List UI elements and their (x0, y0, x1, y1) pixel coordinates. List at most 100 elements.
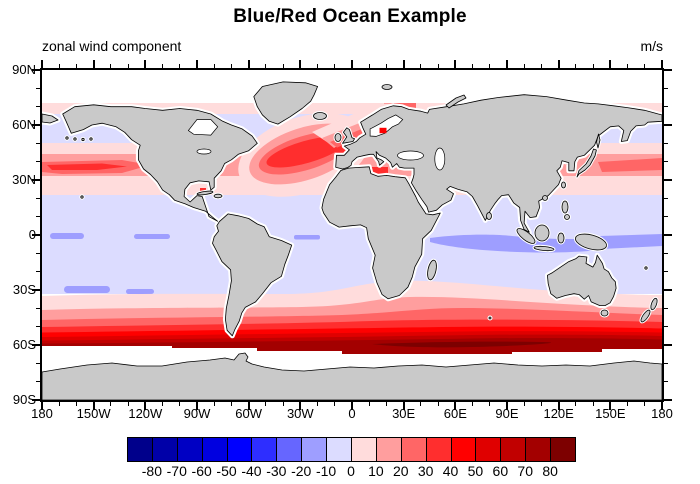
lat-tick-right (664, 161, 668, 163)
colorbar-tick-label: 50 (467, 463, 484, 479)
colorbar-box (525, 437, 552, 462)
lon-tick-label: 60W (235, 406, 263, 421)
lon-tick-label: 60E (443, 406, 467, 421)
baltic-red-cell (379, 127, 387, 134)
colorbar-box (276, 437, 303, 462)
lon-tick-bottom (351, 402, 353, 410)
lat-tick-right (664, 344, 672, 346)
lat-tick-left (36, 381, 40, 383)
colorbar-box (176, 437, 203, 462)
colorbar-tick-label: 0 (347, 463, 355, 479)
lat-tick-right (664, 69, 672, 71)
lon-tick-top (162, 64, 164, 68)
colorbar-box (475, 437, 502, 462)
lon-tick-top (299, 60, 302, 68)
lon-tick-top (523, 64, 525, 68)
lon-tick-label: 180 (31, 406, 53, 421)
colorbar-box (500, 437, 527, 462)
lon-tick-top (609, 60, 612, 68)
colorbar-box (425, 437, 452, 462)
lon-tick-top (385, 64, 387, 68)
lat-tick-left (36, 362, 40, 364)
lon-tick-bottom (144, 402, 147, 410)
lon-tick-top (196, 60, 198, 68)
lon-tick-bottom (454, 402, 457, 410)
lon-tick-top (110, 64, 112, 68)
world-map-svg (42, 70, 662, 400)
lon-tick-top (506, 60, 508, 68)
lon-tick-top (265, 64, 267, 68)
colorbar-box (127, 437, 153, 462)
great-lakes (196, 148, 212, 155)
lat-tick-right (664, 289, 672, 291)
colorbar-box (550, 437, 577, 462)
lat-tick-right (664, 234, 672, 236)
lat-tick-right (664, 87, 668, 89)
lat-tick-left (36, 197, 40, 199)
lon-tick-top (41, 60, 43, 68)
colorbar-tick-label: 40 (442, 463, 459, 479)
lon-tick-bottom (368, 402, 370, 406)
lon-tick-bottom (299, 402, 302, 410)
lon-tick-bottom (58, 402, 60, 406)
colorbar-tick-label: 30 (417, 463, 434, 479)
colorbar-tick-label: -70 (166, 463, 187, 479)
lon-tick-top (472, 64, 474, 68)
lon-tick-top (334, 64, 336, 68)
lon-tick-bottom (41, 402, 43, 410)
lon-tick-top (58, 64, 60, 68)
lon-tick-bottom (282, 402, 284, 406)
lat-tick-left (32, 179, 40, 181)
lon-tick-label: 150W (76, 406, 111, 421)
lon-tick-bottom (265, 402, 267, 406)
lat-tick-label: 30S (12, 282, 36, 297)
lat-tick-left (36, 326, 40, 328)
lat-tick-right (664, 106, 668, 108)
lon-tick-bottom (213, 402, 215, 406)
lon-tick-top (144, 60, 147, 68)
lon-tick-bottom (592, 402, 594, 406)
subtitle-left: zonal wind component (42, 38, 182, 54)
lat-tick-right (664, 307, 668, 309)
lon-tick-bottom (385, 402, 387, 406)
caspian-sea (434, 147, 446, 171)
colorbar-box (351, 437, 377, 462)
lon-tick-bottom (472, 402, 474, 406)
lat-tick-right (664, 381, 668, 383)
colorbar (127, 437, 577, 462)
lon-tick-bottom (127, 402, 129, 406)
lon-tick-bottom (609, 402, 612, 410)
lon-tick-top (230, 64, 232, 68)
lat-tick-left (36, 106, 40, 108)
lon-tick-bottom (247, 402, 250, 410)
lon-tick-bottom (75, 402, 77, 406)
lat-tick-left (36, 216, 40, 218)
lon-tick-top (627, 64, 629, 68)
lat-tick-left (36, 142, 40, 144)
lat-tick-left (32, 344, 40, 346)
lon-tick-top (317, 64, 319, 68)
lon-tick-bottom (437, 402, 439, 406)
lon-tick-bottom (557, 402, 560, 410)
lat-tick-left (36, 271, 40, 273)
lakes-and-seas (187, 114, 446, 171)
lon-tick-top (592, 64, 594, 68)
lon-tick-top (75, 64, 77, 68)
lon-tick-bottom (230, 402, 232, 406)
lon-tick-bottom (575, 402, 577, 406)
lon-tick-top (402, 60, 405, 68)
hudson-bay (187, 119, 219, 136)
lat-tick-left (32, 124, 40, 126)
lat-tick-left (36, 161, 40, 163)
lon-tick-label: 120E (543, 406, 574, 421)
lon-tick-label: 90E (495, 406, 519, 421)
colorbar-tick-label: -80 (141, 463, 162, 479)
lon-tick-label: 120W (128, 406, 163, 421)
lon-tick-bottom (402, 402, 405, 410)
lat-tick-right (664, 362, 668, 364)
lat-tick-right (664, 179, 672, 181)
lon-tick-top (351, 60, 353, 68)
lon-tick-top (127, 64, 129, 68)
lat-tick-left (32, 399, 40, 401)
